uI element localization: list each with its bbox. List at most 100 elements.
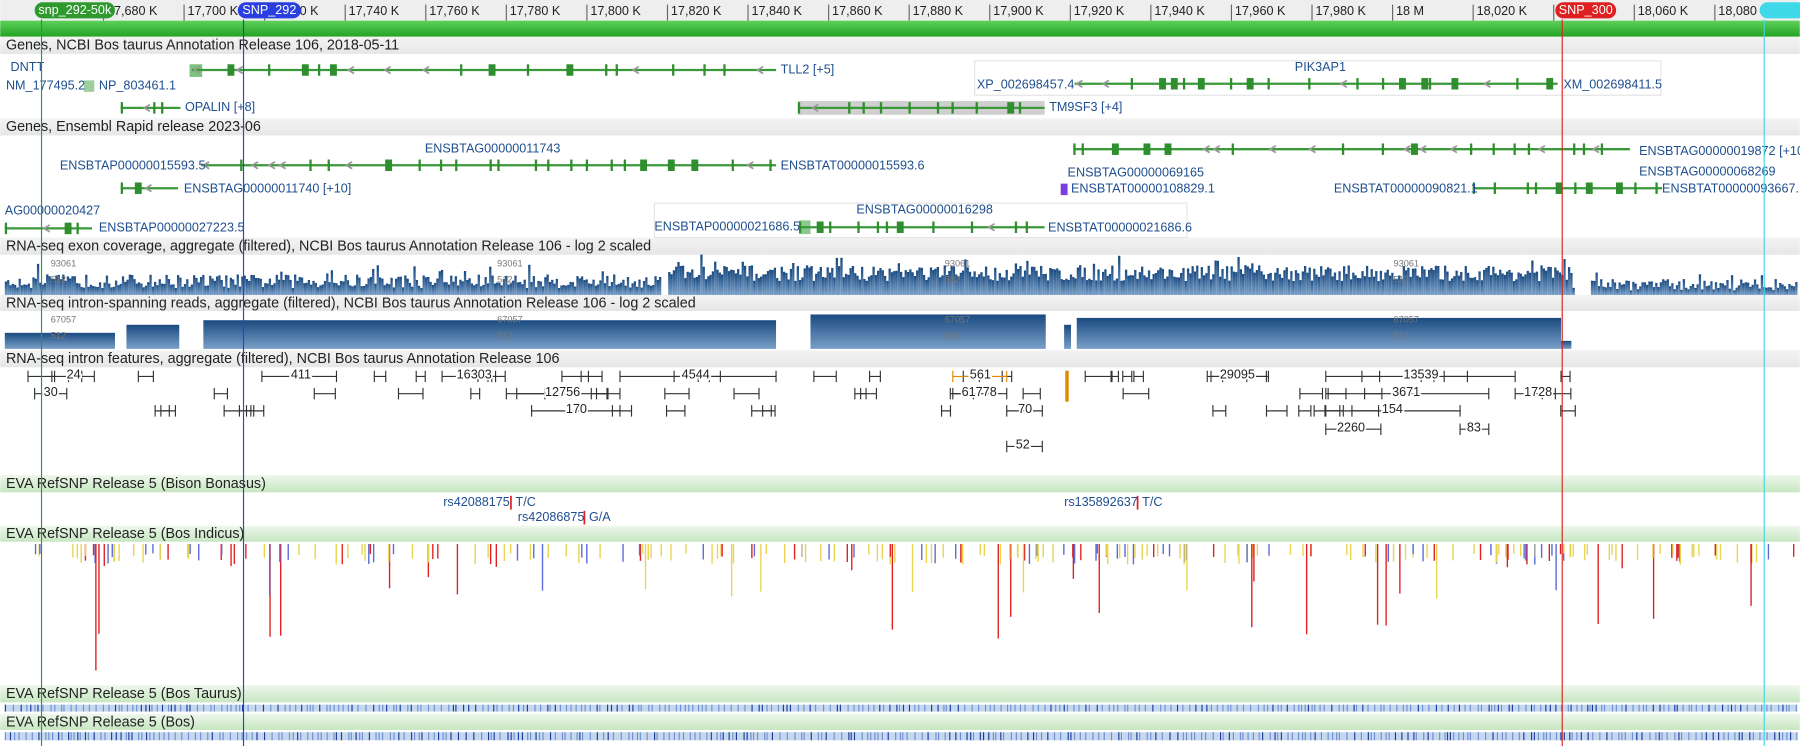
- intron-count[interactable]: 16303: [455, 366, 494, 383]
- snp-density: [297, 732, 299, 741]
- exon: [1411, 143, 1418, 155]
- feature-label[interactable]: ENSBTAG00000068269: [1639, 164, 1775, 178]
- snp-density: [570, 704, 572, 712]
- snp-density: [616, 704, 618, 712]
- variant-id[interactable]: rs135892637: [1064, 495, 1138, 509]
- coverage-bar: [1051, 268, 1054, 295]
- marker-pill[interactable]: [1555, 2, 1617, 19]
- track-header[interactable]: [0, 713, 1800, 730]
- feature-label[interactable]: ENSBTAP00000021686.5: [654, 220, 800, 234]
- coverage-bar: [906, 271, 910, 295]
- feature-label[interactable]: PIK3AP1: [1295, 60, 1346, 74]
- track-header[interactable]: [0, 525, 1800, 542]
- feature-label[interactable]: XM_002698411.5: [1563, 77, 1662, 91]
- marker-label[interactable]: SNP_300: [1559, 3, 1613, 17]
- track-header[interactable]: [0, 294, 1800, 312]
- snp-density: [1678, 732, 1680, 741]
- intron-count[interactable]: 411: [289, 366, 313, 383]
- feature-label[interactable]: ENSBTAP00000015593.5: [60, 159, 206, 173]
- coverage-bar: [1368, 277, 1371, 295]
- feature-label[interactable]: ENSBTAT00000090821.1: [1334, 182, 1478, 196]
- feature-label[interactable]: DNTT: [11, 60, 45, 74]
- marker-pill[interactable]: [237, 2, 301, 19]
- exon: [1399, 78, 1406, 90]
- track-header[interactable]: [0, 350, 1800, 368]
- intron-count[interactable]: 13539: [1402, 366, 1441, 383]
- coverage-bar: [631, 283, 634, 295]
- intron-count[interactable]: 4544: [680, 366, 712, 383]
- feature-label[interactable]: ENSBTAT00000108829.1: [1071, 182, 1215, 196]
- coverage-bar: [870, 275, 873, 295]
- feature-label[interactable]: ENSBTAT00000093667.1: [1662, 182, 1800, 196]
- strand-arrow: [1537, 145, 1546, 154]
- snp-density: [1006, 704, 1009, 712]
- feature-label[interactable]: ENSBTAG00000019872 [+10]: [1639, 144, 1800, 158]
- exon: [1527, 143, 1531, 155]
- feature-label[interactable]: ENSBTAG00000069165: [1068, 166, 1204, 180]
- snp-density: [1155, 732, 1157, 741]
- intron-count[interactable]: 24: [65, 366, 82, 383]
- marker-label[interactable]: SNP_292: [242, 3, 296, 17]
- feature-label[interactable]: TM9SF3 [+4]: [1049, 100, 1122, 114]
- intron-count[interactable]: 561: [968, 366, 992, 383]
- feature-label[interactable]: ENSBTAG00000011740 [+10]: [184, 182, 351, 196]
- coverage-bar: [1085, 280, 1089, 295]
- coverage-bar: [1494, 273, 1497, 295]
- intron-count[interactable]: 3671: [1390, 383, 1422, 400]
- feature-label[interactable]: AG00000020427: [5, 204, 100, 218]
- variant-id[interactable]: rs42086875: [518, 510, 585, 524]
- feature-label[interactable]: NP_803461.1: [99, 78, 176, 92]
- feature-label[interactable]: ENSBTAT00000015593.6: [781, 159, 925, 173]
- intron-count[interactable]: 154: [1380, 400, 1404, 417]
- feature-label[interactable]: ENSBTAT00000021686.6: [1048, 221, 1192, 235]
- snp-density: [1066, 704, 1069, 712]
- feature-label[interactable]: TLL2 [+5]: [781, 62, 835, 76]
- snp-density: [438, 732, 440, 741]
- coverage-bar: [1274, 272, 1277, 295]
- intron-count[interactable]: 52: [1014, 436, 1031, 453]
- track-title: RNA-seq exon coverage, aggregate (filter…: [6, 239, 651, 255]
- intron-count[interactable]: 12756: [543, 383, 582, 400]
- exon: [1492, 143, 1495, 155]
- feature-label[interactable]: OPALIN [+8]: [185, 100, 255, 114]
- track-header[interactable]: [0, 475, 1800, 493]
- intron-count[interactable]: 170: [564, 400, 588, 417]
- strand-arrow: [745, 161, 754, 170]
- intron-count[interactable]: 2260: [1335, 419, 1367, 436]
- intron-count[interactable]: 70: [1016, 400, 1033, 417]
- track-header[interactable]: [0, 685, 1800, 703]
- intron-count[interactable]: 61778: [960, 383, 999, 400]
- coverage-bar: [629, 287, 632, 295]
- intron-count[interactable]: 1728: [1522, 383, 1554, 400]
- coverage-bar: [1136, 278, 1139, 295]
- feature-label[interactable]: NM_177495.2: [6, 78, 85, 92]
- marker-pill[interactable]: [34, 2, 115, 19]
- snp-density: [977, 704, 980, 712]
- read-block: [810, 314, 1046, 349]
- marker-label[interactable]: snp_292-50k: [38, 3, 112, 17]
- coverage-bar: [546, 274, 549, 295]
- intron-count[interactable]: 83: [1465, 419, 1482, 436]
- snp-density: [564, 732, 566, 741]
- variant-id[interactable]: rs42088175: [443, 495, 510, 509]
- track-header[interactable]: [0, 237, 1800, 255]
- marker-pill[interactable]: [1759, 2, 1800, 19]
- coverage-bar: [753, 280, 756, 295]
- intron-count[interactable]: 30: [42, 383, 59, 400]
- intron-count[interactable]: 29095: [1218, 366, 1257, 383]
- track-header[interactable]: [0, 36, 1800, 54]
- snp-density: [226, 704, 228, 712]
- snp-density: [277, 704, 279, 712]
- feature-label[interactable]: ENSBTAG00000016298: [856, 202, 992, 216]
- feature-label[interactable]: ENSBTAP00000027223.5: [99, 221, 245, 235]
- coverage-bar: [1129, 275, 1132, 295]
- coverage-bar: [289, 279, 292, 295]
- feature-label[interactable]: ENSBTAG00000011743: [425, 142, 561, 156]
- coverage-bar: [1760, 275, 1764, 295]
- snp-density: [213, 704, 215, 712]
- feature-label[interactable]: XP_002698457.4: [977, 77, 1074, 91]
- track-header[interactable]: [0, 118, 1800, 136]
- strand-arrow: [192, 65, 201, 75]
- snp-density: [31, 732, 33, 741]
- snp-density: [230, 704, 232, 712]
